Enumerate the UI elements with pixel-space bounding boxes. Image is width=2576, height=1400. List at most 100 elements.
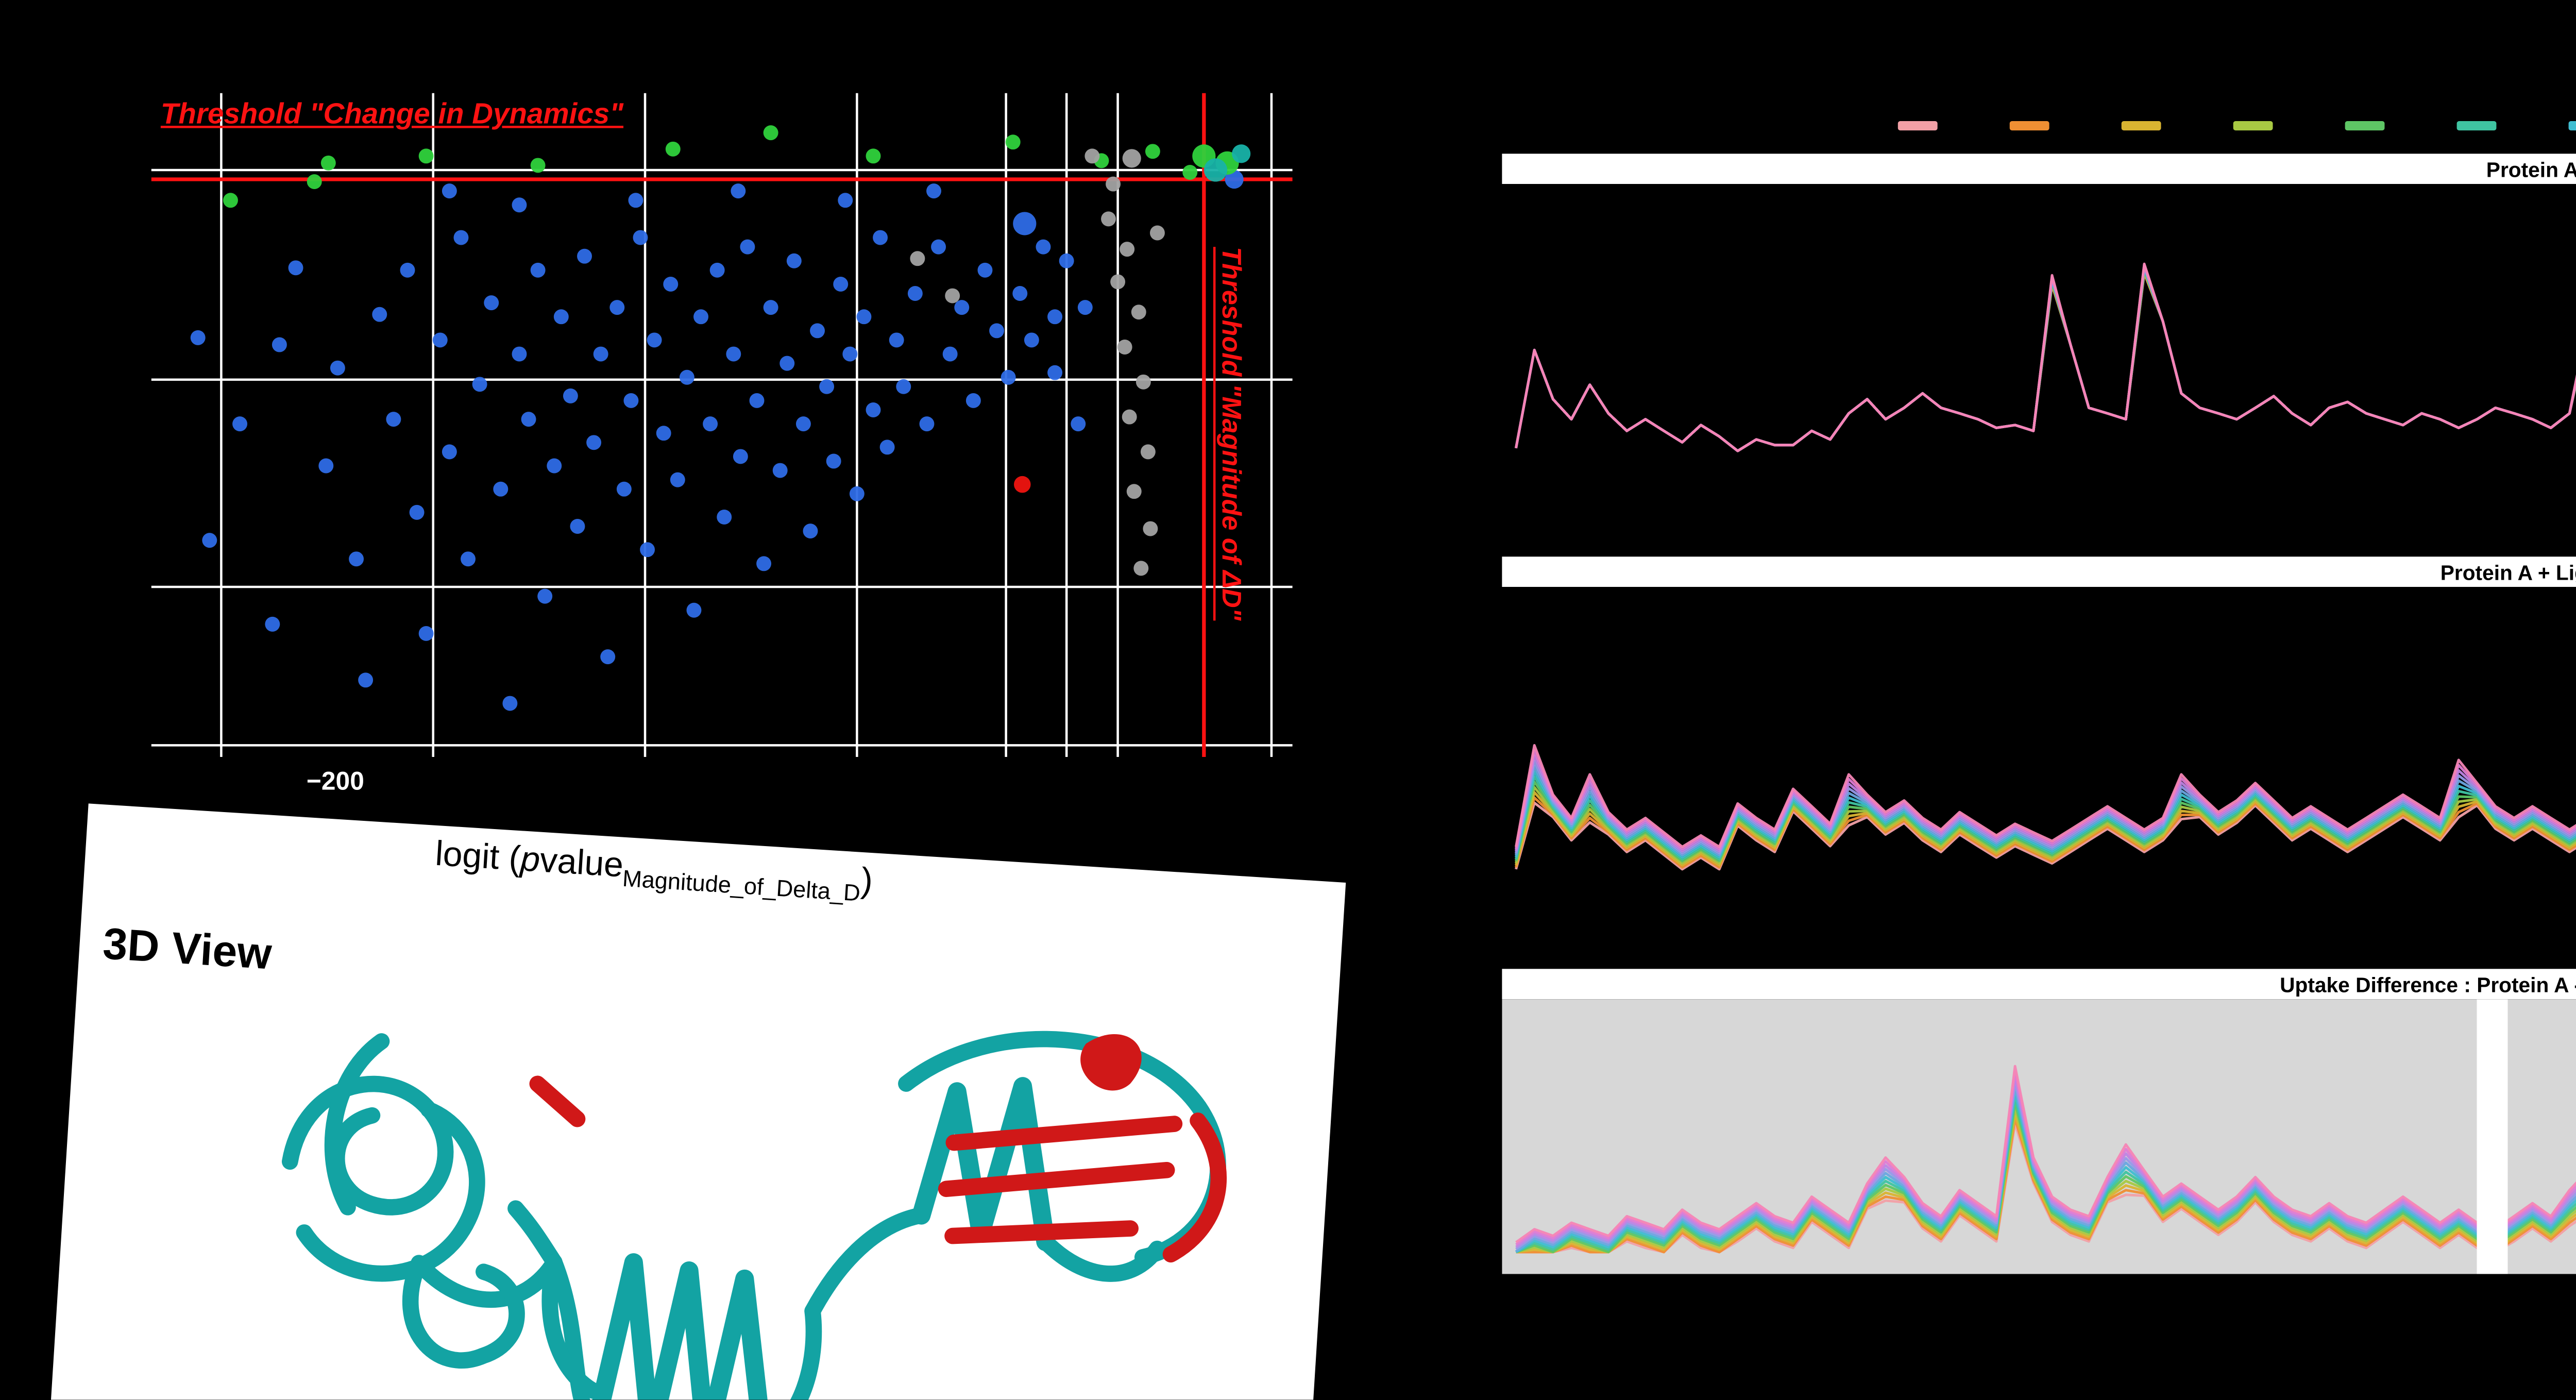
scatter-point[interactable] bbox=[202, 533, 217, 548]
scatter-point[interactable] bbox=[372, 307, 387, 322]
scatter-point[interactable] bbox=[1204, 158, 1228, 182]
scatter-point[interactable] bbox=[810, 323, 825, 339]
scatter-point[interactable] bbox=[530, 158, 546, 173]
scatter-point[interactable] bbox=[910, 251, 925, 266]
scatter-point[interactable] bbox=[856, 309, 872, 325]
scatter-point[interactable] bbox=[1225, 170, 1244, 189]
scatter-point[interactable] bbox=[931, 239, 946, 255]
uptake-chart-protein-a[interactable] bbox=[1502, 184, 2576, 548]
scatter-point[interactable] bbox=[1133, 561, 1149, 576]
scatter-point[interactable] bbox=[647, 332, 662, 348]
scatter-point[interactable] bbox=[1140, 444, 1156, 460]
scatter-point[interactable] bbox=[977, 262, 993, 278]
scatter-point[interactable] bbox=[553, 309, 569, 325]
scatter-point[interactable] bbox=[693, 309, 708, 325]
scatter-point[interactable] bbox=[472, 377, 487, 392]
scatter-point[interactable] bbox=[461, 551, 476, 567]
legend-swatch[interactable] bbox=[1897, 121, 1938, 131]
scatter-point[interactable] bbox=[616, 481, 632, 497]
scatter-point[interactable] bbox=[786, 253, 802, 268]
series-line[interactable] bbox=[1515, 686, 2576, 851]
scatter-point[interactable] bbox=[232, 416, 248, 432]
scatter-point[interactable] bbox=[563, 388, 578, 403]
series-line[interactable] bbox=[1515, 724, 2576, 861]
scatter-point[interactable] bbox=[521, 412, 536, 427]
legend-swatch[interactable] bbox=[2121, 121, 2161, 131]
scatter-point[interactable] bbox=[265, 616, 280, 632]
scatter-point[interactable] bbox=[1145, 144, 1160, 159]
scatter-point[interactable] bbox=[763, 300, 778, 315]
scatter-point[interactable] bbox=[442, 444, 457, 460]
scatter-point[interactable] bbox=[873, 230, 888, 245]
scatter-point[interactable] bbox=[1036, 239, 1051, 255]
series-line[interactable] bbox=[1515, 1065, 2576, 1243]
scatter-point[interactable] bbox=[1005, 134, 1021, 150]
scatter-point[interactable] bbox=[432, 332, 448, 348]
series-line[interactable] bbox=[1515, 747, 2576, 867]
series-line[interactable] bbox=[1515, 739, 2576, 865]
scatter-point[interactable] bbox=[679, 369, 694, 385]
series-line[interactable] bbox=[1515, 263, 2576, 452]
scatter-point[interactable] bbox=[1149, 225, 1165, 241]
scatter-point[interactable] bbox=[1047, 365, 1063, 380]
scatter-point[interactable] bbox=[453, 230, 469, 245]
scatter-point[interactable] bbox=[803, 524, 818, 539]
protein-ribbon-view[interactable] bbox=[68, 935, 1312, 1400]
scatter-point[interactable] bbox=[633, 230, 648, 245]
series-line[interactable] bbox=[1515, 271, 2576, 488]
scatter-point[interactable] bbox=[330, 360, 345, 376]
scatter-point[interactable] bbox=[358, 672, 374, 688]
scatter-point[interactable] bbox=[1013, 212, 1037, 235]
scatter-point[interactable] bbox=[879, 440, 895, 455]
scatter-point[interactable] bbox=[907, 286, 923, 301]
scatter-point[interactable] bbox=[1131, 305, 1146, 320]
scatter-point[interactable] bbox=[1059, 253, 1074, 268]
scatter-point[interactable] bbox=[838, 193, 853, 208]
scatter-point[interactable] bbox=[1126, 484, 1142, 499]
scatter-point[interactable] bbox=[484, 295, 499, 311]
scatter-point[interactable] bbox=[709, 262, 725, 278]
scatter-point[interactable] bbox=[726, 346, 741, 362]
scatter-point[interactable] bbox=[502, 696, 518, 711]
scatter-point[interactable] bbox=[1014, 476, 1031, 493]
series-line[interactable] bbox=[1515, 267, 2576, 465]
scatter-point[interactable] bbox=[686, 602, 702, 618]
scatter-point[interactable] bbox=[756, 556, 772, 571]
scatter-point[interactable] bbox=[749, 393, 765, 408]
scatter-point[interactable] bbox=[717, 509, 732, 525]
scatter-point[interactable] bbox=[593, 346, 608, 362]
legend-swatch[interactable] bbox=[2456, 121, 2497, 131]
scatter-point[interactable] bbox=[577, 248, 592, 264]
scatter-point[interactable] bbox=[833, 276, 849, 292]
scatter-point[interactable] bbox=[418, 148, 434, 164]
legend-swatch[interactable] bbox=[2568, 121, 2576, 131]
uptake-chart-protein-a-ligand[interactable] bbox=[1502, 587, 2576, 953]
scatter-point[interactable] bbox=[703, 416, 718, 432]
scatter-point[interactable] bbox=[512, 346, 527, 362]
series-line[interactable] bbox=[1515, 265, 2576, 454]
series-line[interactable] bbox=[1515, 266, 2576, 460]
scatter-point[interactable] bbox=[772, 463, 788, 478]
scatter-point[interactable] bbox=[1110, 274, 1126, 290]
scatter-point[interactable] bbox=[733, 449, 748, 464]
scatter-point[interactable] bbox=[896, 379, 911, 394]
legend-swatch[interactable] bbox=[2233, 121, 2273, 131]
scatter-point[interactable] bbox=[640, 542, 655, 558]
scatter-point[interactable] bbox=[1136, 374, 1151, 390]
scatter-point[interactable] bbox=[1024, 332, 1039, 348]
scatter-point[interactable] bbox=[442, 183, 457, 199]
scatter-point[interactable] bbox=[740, 239, 755, 255]
series-line[interactable] bbox=[1515, 269, 2576, 477]
scatter-point[interactable] bbox=[349, 551, 364, 567]
scatter-point[interactable] bbox=[623, 393, 639, 408]
series-line[interactable] bbox=[1515, 268, 2576, 471]
series-line[interactable] bbox=[1515, 265, 2576, 452]
series-line[interactable] bbox=[1515, 762, 2576, 871]
scatter-point[interactable] bbox=[926, 183, 941, 199]
scatter-point[interactable] bbox=[386, 412, 401, 427]
scatter-point[interactable] bbox=[288, 260, 303, 276]
scatter-point[interactable] bbox=[1232, 144, 1251, 163]
scatter-point[interactable] bbox=[320, 155, 336, 171]
scatter-point[interactable] bbox=[400, 262, 415, 278]
scatter-point[interactable] bbox=[656, 426, 671, 441]
